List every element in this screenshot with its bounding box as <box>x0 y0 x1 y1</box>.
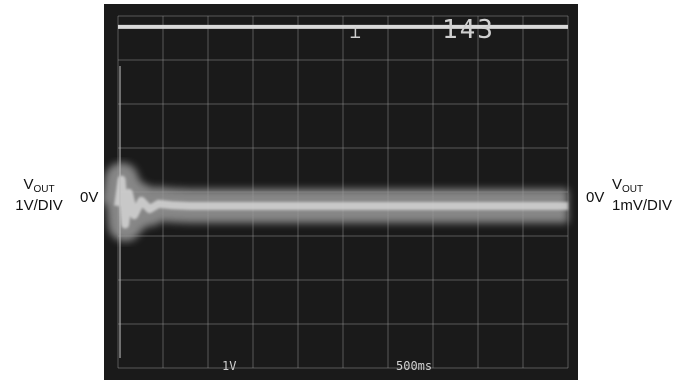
oscilloscope-screen: 143 ⊥ 1V 500ms <box>101 4 578 380</box>
left-signal-subscript: OUT <box>33 184 55 195</box>
oscilloscope-plot: 143 ⊥ 1V 500ms <box>101 4 578 380</box>
left-scale: 1V/DIV <box>15 197 63 214</box>
left-axis-label: VOUT 1V/DIV <box>6 177 72 214</box>
readout-channel-scale: 1V <box>222 359 236 373</box>
series-1mv-div-line <box>114 175 568 229</box>
right-zero-label: 0V <box>586 189 605 206</box>
right-signal-subscript: OUT <box>622 184 644 195</box>
traces <box>101 24 568 358</box>
readout-time-scale: 500ms <box>396 359 432 373</box>
left-signal-name: V <box>23 176 34 193</box>
right-scale: 1mV/DIV <box>612 197 673 214</box>
readout-top-right: 143 <box>442 15 495 45</box>
left-zero-label: 0V <box>80 189 99 206</box>
right-signal-name: V <box>612 176 623 193</box>
trigger-marker: ⊥ <box>350 22 361 43</box>
right-axis-label: VOUT 1mV/DIV <box>612 177 686 214</box>
